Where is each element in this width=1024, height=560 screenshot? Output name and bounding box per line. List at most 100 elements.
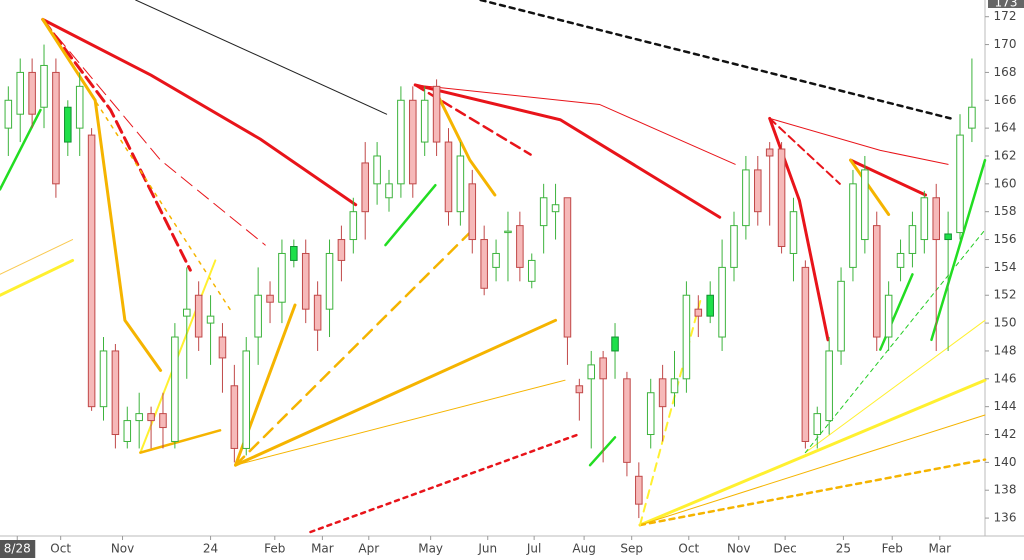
candle-body: [908, 225, 917, 254]
candle-body: [789, 211, 798, 254]
candle-body: [956, 134, 964, 234]
candle-body: [16, 71, 24, 115]
trend-line: [42, 18, 232, 312]
candle-body: [516, 225, 524, 268]
candle-body: [837, 280, 845, 352]
trend-line: [235, 379, 566, 466]
candle-body: [171, 336, 179, 442]
candle-body: [87, 134, 96, 408]
candle-body: [456, 155, 465, 213]
candle-body: [135, 413, 143, 422]
candle-body: [658, 378, 667, 408]
candle-body: [182, 308, 191, 317]
y-tick-label: 146: [994, 371, 1017, 385]
trend-line: [135, 0, 388, 115]
trend-line: [234, 318, 558, 467]
x-tick-label: May: [418, 542, 443, 556]
y-tick-label: 156: [994, 232, 1017, 246]
y-tick-label: 158: [994, 204, 1017, 218]
y-tick-label: 138: [994, 483, 1017, 497]
y-tick-label: 154: [994, 260, 1017, 274]
trend-line: [639, 414, 986, 526]
candle-body: [4, 99, 13, 129]
candle-body: [301, 252, 310, 310]
trend-line: [0, 108, 42, 191]
trend-line: [638, 458, 987, 527]
x-tick-label: Apr: [358, 542, 379, 556]
candle-body: [40, 64, 48, 108]
x-tick-label: Sep: [620, 542, 643, 556]
y-tick-label: 144: [994, 399, 1017, 413]
trend-line: [930, 158, 987, 342]
trend-line: [42, 18, 266, 246]
candle-body: [99, 350, 108, 408]
y-tick-label: 162: [994, 148, 1017, 162]
y-tick-label: 164: [994, 121, 1017, 135]
trend-line: [769, 117, 949, 165]
x-tick-label: Feb: [264, 542, 285, 556]
y-tick-label: 136: [994, 511, 1017, 525]
x-tick-label: Dec: [774, 542, 797, 556]
candle-body: [75, 85, 84, 129]
candle-body: [849, 183, 857, 268]
candle-body: [325, 252, 334, 310]
candle-body: [349, 211, 358, 241]
candle-body: [920, 197, 929, 241]
candle-body: [52, 71, 60, 185]
trend-line: [639, 298, 702, 527]
trend-line: [768, 116, 830, 342]
y-tick-label: 152: [994, 288, 1017, 302]
candle-body: [742, 169, 750, 227]
candle-body: [730, 225, 738, 268]
candle-body: [539, 197, 548, 227]
candle-body: [861, 169, 869, 241]
candle-body: [587, 364, 596, 380]
trend-line: [849, 158, 891, 216]
candle-body: [825, 350, 833, 422]
y-tick-label: 172: [994, 9, 1017, 23]
candle-body: [254, 294, 262, 338]
candle-body: [218, 336, 227, 359]
candle-body: [706, 294, 714, 317]
trend-line: [768, 117, 841, 185]
candle-body: [432, 85, 441, 143]
candle-body: [444, 141, 453, 213]
candle-body: [194, 294, 203, 338]
x-tick-label: Jun: [477, 542, 497, 556]
trend-line: [588, 436, 617, 467]
candle-body: [623, 378, 631, 463]
trend-line: [0, 258, 75, 297]
candle-body: [718, 266, 726, 338]
x-tick-label: 25: [836, 542, 851, 556]
trend-line: [41, 17, 192, 272]
candles: [4, 44, 976, 519]
trend-line: [234, 231, 472, 467]
candle-body: [480, 239, 488, 289]
x-tick-label: Mar: [928, 542, 951, 556]
x-tick-label: Nov: [727, 542, 750, 556]
candle-body: [670, 378, 679, 394]
candle-body: [278, 252, 286, 303]
trend-line: [384, 183, 437, 247]
candle-body: [373, 155, 381, 185]
x-tick-label: Jul: [526, 542, 541, 556]
candle-body: [397, 99, 405, 185]
candle-body: [111, 350, 120, 436]
candle-body: [147, 413, 155, 422]
candle-body: [884, 294, 893, 338]
candle-body: [968, 106, 976, 129]
candle-body: [599, 357, 607, 380]
x-tick-label: Feb: [882, 542, 903, 556]
candle-body: [420, 99, 429, 143]
candle-body: [206, 315, 215, 324]
price-flag: 173: [988, 0, 1024, 10]
candle-body: [777, 148, 786, 248]
x-tick-label: Oct: [678, 542, 699, 556]
x-tick-label: 8/28: [4, 542, 31, 556]
trend-line: [139, 429, 222, 454]
candle-body: [230, 385, 239, 449]
overlay-lines: [0, 0, 987, 534]
candle-body: [337, 239, 346, 261]
candle-body: [896, 252, 905, 268]
